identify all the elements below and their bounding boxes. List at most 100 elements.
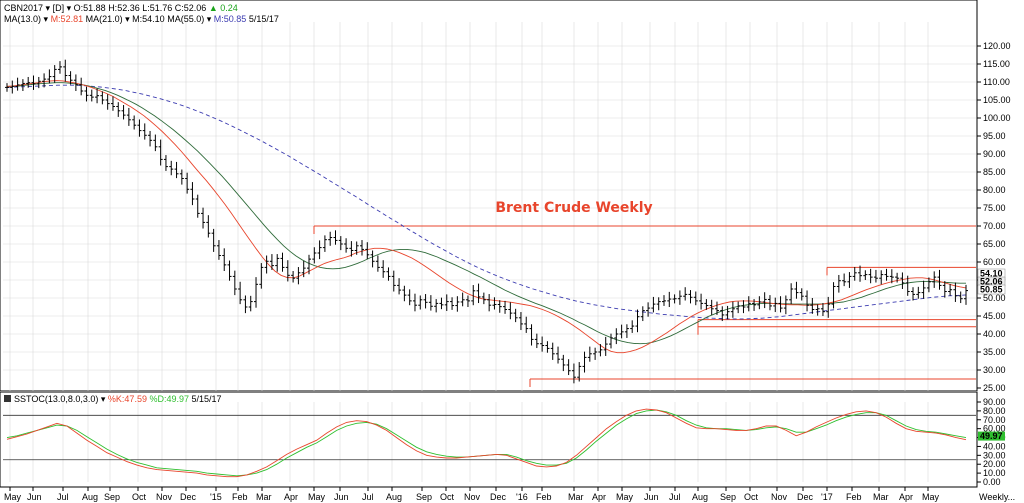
- x-tick-label: Oct: [440, 492, 455, 502]
- ohlc-bar: [328, 231, 333, 246]
- ohlc-bar: [503, 300, 508, 314]
- ohlc-bar: [216, 240, 221, 260]
- stoch-y-tick: 80.00: [983, 406, 1006, 416]
- ohlc-bar: [15, 77, 20, 91]
- ohlc-bar: [116, 102, 121, 117]
- ohlc-bar: [916, 286, 921, 299]
- ohlc-bar: [826, 296, 831, 318]
- ohlc-bar: [238, 281, 243, 305]
- ohlc-bar: [195, 194, 200, 218]
- x-tick-label: Feb: [232, 492, 248, 502]
- ohlc-bar: [211, 228, 216, 252]
- ohlc-bar: [714, 301, 719, 315]
- ohlc-bar: [428, 295, 433, 311]
- ohlc-bar: [163, 155, 168, 171]
- ohlc-bar: [110, 96, 115, 111]
- ohlc-bar: [571, 363, 576, 384]
- ohlc-bar: [948, 283, 953, 296]
- x-tick-label: Jun: [644, 492, 659, 502]
- svg-text:SSTOC(13.0,8.0,3.0) ▾: SSTOC(13.0,8.0,3.0) ▾ %K:47.59 %D:49.97 …: [14, 394, 222, 404]
- ohlc-bar: [736, 301, 741, 314]
- ohlc-bar: [619, 324, 624, 339]
- ohlc-bar: [169, 160, 174, 176]
- ohlc-bar: [937, 269, 942, 290]
- ohlc-bar: [338, 236, 343, 251]
- ohlc-bar: [598, 344, 603, 357]
- ohlc-bar: [206, 215, 211, 238]
- ohlc-bar: [296, 267, 301, 285]
- price-y-tick: 110.00: [983, 77, 1010, 87]
- ohlc-bar: [905, 275, 910, 296]
- ohlc-bar: [873, 269, 878, 283]
- ohlc-bar: [354, 241, 359, 255]
- price-y-tick: 70.00: [983, 221, 1006, 231]
- ohlc-bar: [269, 254, 274, 270]
- ohlc-bar: [836, 274, 841, 293]
- x-tick-label: Jun: [27, 492, 42, 502]
- ohlc-bar: [397, 278, 402, 295]
- ohlc-bar: [232, 270, 237, 296]
- period-label[interactable]: Weekly...: [979, 492, 1015, 502]
- ohlc-bar: [301, 260, 306, 278]
- ohlc-bar: [47, 69, 52, 84]
- x-tick-label: May: [4, 492, 22, 502]
- ohlc-bar: [953, 282, 958, 302]
- price-y-tick: 30.00: [983, 365, 1006, 375]
- ohlc-bar: [142, 123, 147, 140]
- ohlc-bar: [921, 280, 926, 299]
- ohlc-bar: [248, 295, 253, 312]
- x-tick-label: Aug: [386, 492, 402, 502]
- ohlc-bar: [407, 289, 412, 306]
- price-y-tick: 60.00: [983, 257, 1006, 267]
- price-y-tick: 100.00: [983, 113, 1011, 123]
- stochastic-chart: 0.0010.0020.0030.0040.0050.0060.0070.008…: [0, 392, 1015, 502]
- ohlc-bar: [84, 86, 89, 102]
- change-value: 0.24: [220, 3, 238, 13]
- price-y-tick: 80.00: [983, 185, 1006, 195]
- ohlc-bar: [593, 347, 598, 360]
- ohlc-bar: [884, 268, 889, 281]
- x-tick-label: Feb: [536, 492, 552, 502]
- ohlc-bar: [614, 328, 619, 345]
- ohlc-bar: [789, 283, 794, 305]
- stoch-y-tick: 90.00: [983, 397, 1006, 407]
- support-resistance-lines: [313, 225, 976, 387]
- ohlc-bar: [683, 287, 688, 301]
- ohlc-bar: [672, 294, 677, 304]
- ohlc-bar: [126, 107, 131, 126]
- collapse-icon[interactable]: [4, 395, 11, 402]
- ohlc-bar: [465, 295, 470, 307]
- stoch-tag: 49.97: [978, 431, 1005, 441]
- stoch-y-tick: 10.00: [983, 468, 1006, 478]
- ohlc-bar: [677, 290, 682, 305]
- price-ma55-path: [6, 84, 967, 320]
- ohlc-bar: [179, 169, 184, 185]
- ohlc-bar: [688, 290, 693, 304]
- ohlc-bar: [105, 94, 110, 110]
- ohlc-bar: [153, 134, 158, 152]
- x-tick-label: Mar: [873, 492, 889, 502]
- ohlc-bar: [746, 296, 751, 312]
- ohlc-bar: [450, 297, 455, 310]
- ohlc-bar: [778, 296, 783, 313]
- ohlc-bar: [5, 83, 9, 92]
- x-tick-label: Apr: [899, 492, 913, 502]
- ohlc-bar: [73, 74, 78, 91]
- stoch-k-path: [6, 408, 967, 478]
- ohlc-bar: [333, 230, 338, 245]
- ohlc-bar: [842, 273, 847, 287]
- ohlc-bar: [57, 61, 62, 74]
- ohlc-bar: [68, 71, 73, 85]
- price-y-tick: 40.00: [983, 329, 1006, 339]
- ohlc-bar: [879, 270, 884, 285]
- ohlc-bar: [185, 172, 190, 194]
- ohlc-bar: [444, 294, 449, 311]
- ohlc-bar: [529, 324, 534, 346]
- ohlc-bar: [280, 252, 285, 272]
- ohlc-bar: [402, 285, 407, 302]
- ohlc-bar: [741, 300, 746, 314]
- ohlc-bar: [577, 362, 582, 382]
- stoch-header: SSTOC(13.0,8.0,3.0) ▾ %K:47.59 %D:49.97 …: [4, 394, 222, 404]
- x-tick-label: May: [922, 492, 940, 502]
